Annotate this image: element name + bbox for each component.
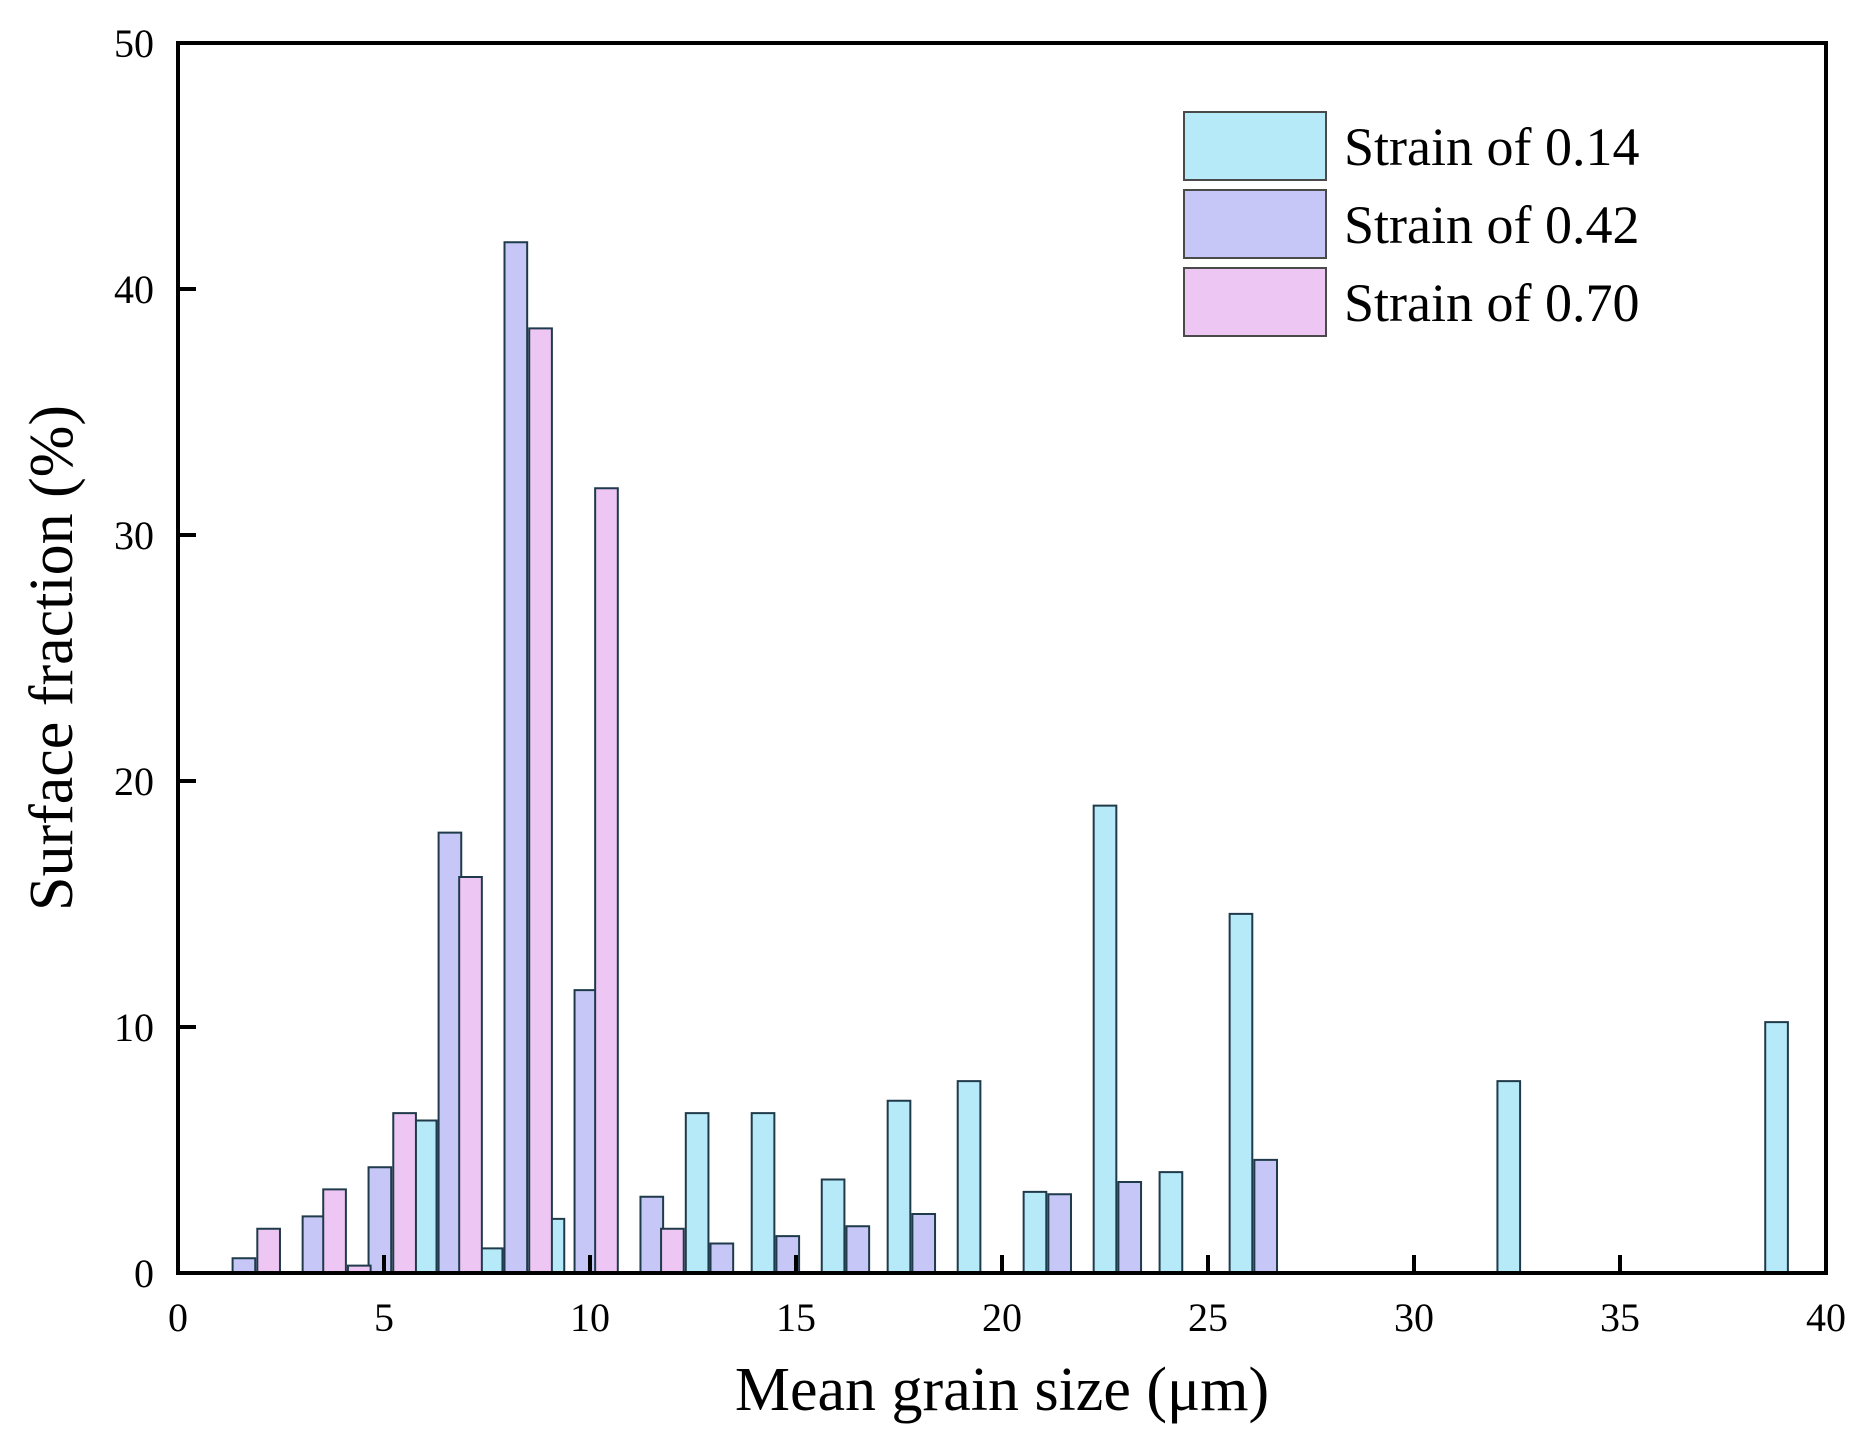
y-tick-label-2: 20 bbox=[114, 759, 154, 804]
y-tick-label-3: 30 bbox=[114, 513, 154, 558]
bar-s0-11 bbox=[1229, 913, 1253, 1273]
x-tick-label-2: 10 bbox=[570, 1295, 610, 1340]
bar-s2-0 bbox=[257, 1228, 280, 1273]
bar-s2-1 bbox=[323, 1189, 346, 1273]
bar-s1-12 bbox=[1118, 1181, 1142, 1273]
bar-outline-s0-5 bbox=[820, 1178, 846, 1273]
x-tick-label-1: 5 bbox=[374, 1295, 394, 1340]
bar-s1-0 bbox=[232, 1258, 256, 1273]
bar-outline-s2-2 bbox=[346, 1264, 372, 1273]
bar-s0-5 bbox=[821, 1179, 845, 1273]
x-axis-title: Mean grain size (μm) bbox=[735, 1356, 1269, 1424]
bar-outline-s2-7 bbox=[660, 1227, 685, 1273]
legend-label-1: Strain of 0.42 bbox=[1344, 195, 1639, 255]
bar-s1-4 bbox=[504, 242, 528, 1273]
bar-outline-s2-1 bbox=[322, 1188, 347, 1273]
bar-s1-7 bbox=[710, 1243, 734, 1273]
y-tick-label-1: 10 bbox=[114, 1005, 154, 1050]
bar-s0-0 bbox=[413, 1120, 437, 1273]
x-tick-label-3: 15 bbox=[776, 1295, 816, 1340]
bar-s0-8 bbox=[1023, 1191, 1047, 1273]
bar-outline-s0-13 bbox=[1764, 1021, 1789, 1273]
bar-s0-1 bbox=[479, 1248, 503, 1273]
bar-s1-3 bbox=[438, 832, 462, 1273]
bar-outline-s2-6 bbox=[594, 487, 619, 1273]
bar-s1-9 bbox=[846, 1226, 870, 1273]
bar-outline-s0-8 bbox=[1022, 1190, 1048, 1273]
bar-outline-s0-4 bbox=[750, 1112, 776, 1273]
bar-s2-6 bbox=[595, 488, 618, 1273]
bar-outline-s2-3 bbox=[392, 1112, 417, 1273]
bar-s0-9 bbox=[1093, 805, 1117, 1273]
bar-outline-s1-0 bbox=[231, 1257, 257, 1273]
y-tick-label-0: 0 bbox=[134, 1251, 154, 1296]
bar-s0-12 bbox=[1497, 1081, 1521, 1273]
bar-outline-s2-5 bbox=[528, 327, 553, 1273]
bar-outline-s0-6 bbox=[886, 1099, 912, 1273]
bar-s2-2 bbox=[347, 1265, 371, 1273]
bar-s2-7 bbox=[661, 1228, 684, 1273]
x-tick-label-5: 25 bbox=[1188, 1295, 1228, 1340]
bar-outline-s0-12 bbox=[1496, 1080, 1522, 1273]
bar-s1-11 bbox=[1048, 1194, 1072, 1273]
bar-s2-3 bbox=[393, 1113, 416, 1273]
bar-s0-6 bbox=[887, 1100, 911, 1273]
bar-outline-s1-12 bbox=[1117, 1180, 1143, 1273]
x-tick-label-8: 40 bbox=[1806, 1295, 1846, 1340]
axis-ticks: 0 5 10 15 20 25 30 35 40 0 10 20 30 40 50 bbox=[114, 21, 1846, 1340]
bar-outline-s1-8 bbox=[775, 1235, 801, 1273]
bar-s0-3 bbox=[685, 1113, 709, 1273]
bar-s0-7 bbox=[957, 1081, 981, 1273]
bar-outline-s0-10 bbox=[1158, 1171, 1184, 1273]
bar-outline-s1-11 bbox=[1047, 1193, 1073, 1273]
legend-label-0: Strain of 0.14 bbox=[1344, 117, 1639, 177]
bar-s2-5 bbox=[529, 328, 552, 1273]
x-tick-label-0: 0 bbox=[168, 1295, 188, 1340]
legend-label-2: Strain of 0.70 bbox=[1344, 273, 1639, 333]
x-tick-label-6: 30 bbox=[1394, 1295, 1434, 1340]
y-axis-title: Surface fraction (%) bbox=[18, 405, 86, 911]
bar-outline-s1-2 bbox=[367, 1166, 393, 1273]
bar-outline-s1-13 bbox=[1253, 1158, 1279, 1273]
x-tick-label-4: 20 bbox=[982, 1295, 1022, 1340]
bar-outline-s0-7 bbox=[956, 1080, 982, 1273]
bar-s1-10 bbox=[912, 1213, 936, 1273]
bar-outline-s2-4 bbox=[458, 875, 483, 1273]
bars-layer bbox=[231, 241, 1789, 1273]
x-tick-label-7: 35 bbox=[1600, 1295, 1640, 1340]
bar-s1-5 bbox=[574, 990, 598, 1273]
bar-s0-4 bbox=[751, 1113, 775, 1273]
y-tick-label-4: 40 bbox=[114, 267, 154, 312]
bar-s0-10 bbox=[1159, 1172, 1183, 1273]
bar-outline-s1-4 bbox=[503, 241, 529, 1273]
bar-outline-s1-7 bbox=[709, 1242, 735, 1273]
bar-s1-2 bbox=[368, 1167, 392, 1273]
bar-outline-s1-10 bbox=[911, 1212, 937, 1273]
bar-outline-s0-9 bbox=[1092, 804, 1118, 1273]
legend-swatch-0 bbox=[1183, 111, 1327, 181]
legend-swatch-2 bbox=[1183, 267, 1327, 337]
bar-s1-8 bbox=[776, 1236, 800, 1273]
bar-outline-s2-0 bbox=[256, 1227, 281, 1273]
bar-outline-s1-9 bbox=[845, 1225, 871, 1273]
bar-s2-4 bbox=[459, 876, 482, 1273]
bar-s0-13 bbox=[1765, 1022, 1788, 1273]
bar-outline-s0-11 bbox=[1228, 912, 1254, 1273]
bar-s1-13 bbox=[1254, 1159, 1278, 1273]
legend: Strain of 0.14 Strain of 0.42 Strain of 0.… bbox=[1183, 111, 1639, 337]
bar-s1-6 bbox=[640, 1196, 664, 1273]
legend-swatch-1 bbox=[1183, 189, 1327, 259]
bar-s1-1 bbox=[302, 1216, 326, 1273]
bar-outline-s0-3 bbox=[684, 1112, 710, 1273]
y-tick-label-5: 50 bbox=[114, 21, 154, 66]
